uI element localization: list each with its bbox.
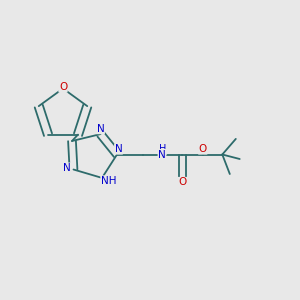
Text: O: O <box>59 82 67 92</box>
Text: H: H <box>159 144 167 154</box>
Text: N: N <box>115 144 122 154</box>
Text: N: N <box>158 149 166 160</box>
Text: NH: NH <box>101 176 116 186</box>
Text: N: N <box>97 124 104 134</box>
Text: O: O <box>199 144 207 154</box>
Text: O: O <box>178 177 187 188</box>
Text: N: N <box>63 163 71 173</box>
